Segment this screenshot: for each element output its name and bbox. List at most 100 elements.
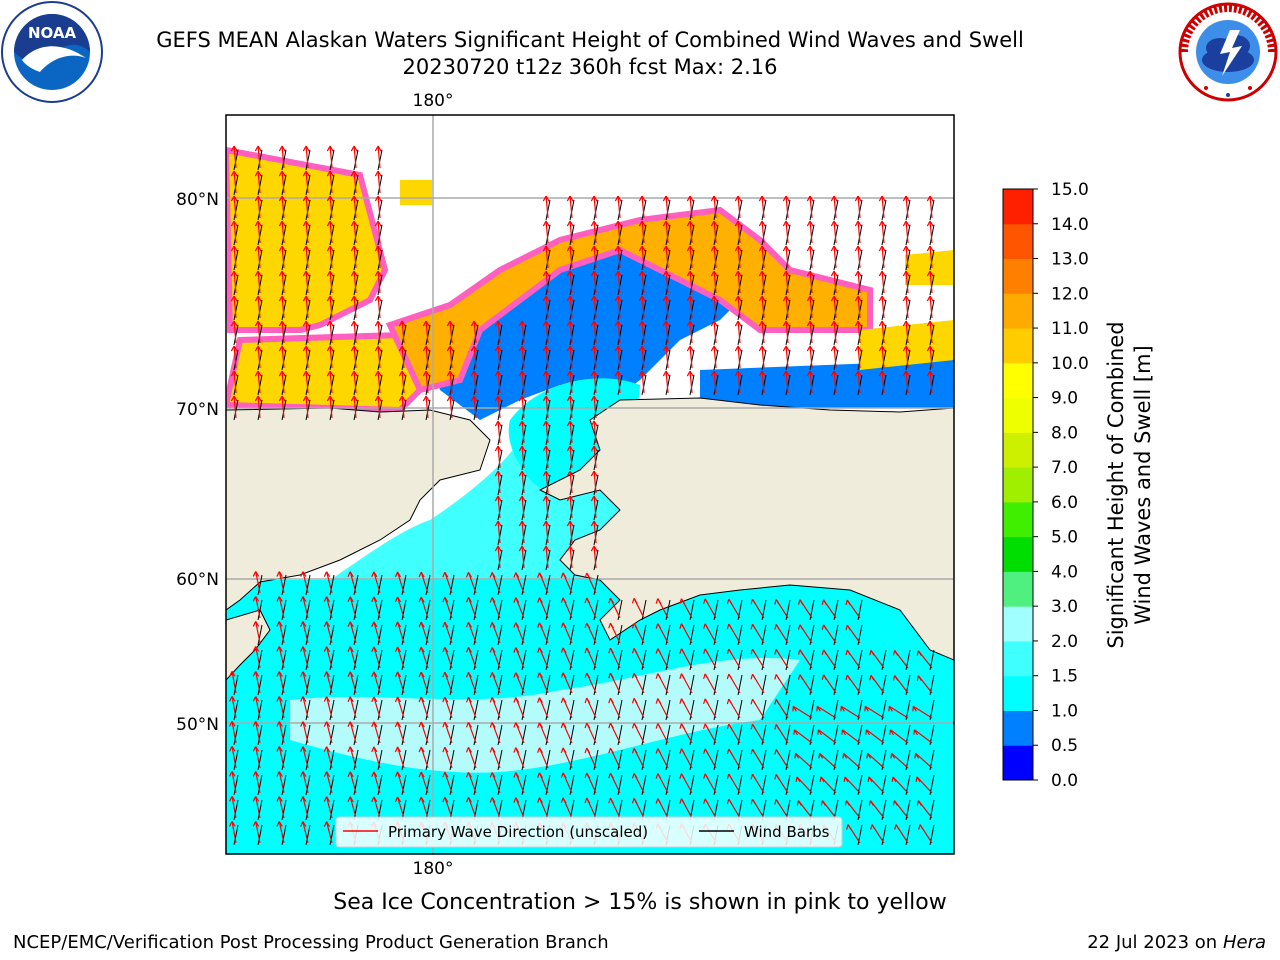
wave-arrow [326, 796, 333, 819]
wave-arrowhead [726, 648, 733, 655]
wave-arrowhead [494, 320, 502, 327]
wave-arrowhead [566, 370, 574, 377]
wind-barb [641, 224, 647, 246]
wave-arrowhead [655, 748, 662, 754]
wave-arrow [329, 371, 333, 394]
wave-arrowhead [608, 647, 614, 654]
wave-arrow [305, 246, 309, 269]
wave-arrow [255, 596, 261, 619]
wave-arrow [881, 196, 885, 219]
wave-arrowhead [796, 800, 802, 806]
wave-arrow [593, 271, 597, 294]
wave-arrow [255, 646, 261, 669]
colorbar-tick-label: 9.0 [1051, 389, 1078, 409]
wave-arrow [569, 546, 573, 569]
wind-barb [473, 624, 479, 646]
wind-barb [929, 324, 935, 346]
wave-arrowhead [394, 621, 402, 628]
wave-arrowhead [560, 572, 567, 579]
wave-arrow [377, 321, 381, 344]
wave-arrowhead [830, 345, 838, 352]
wave-arrowhead [276, 671, 283, 677]
wave-arrowhead [750, 773, 757, 780]
wave-arrowhead [418, 571, 425, 578]
wind-barb [593, 574, 599, 596]
wind-barb [617, 749, 623, 771]
wave-arrowhead [662, 270, 670, 277]
wind-barb [305, 574, 311, 596]
wave-arrow [497, 421, 501, 444]
wave-arrowhead [758, 370, 766, 377]
wave-arrow [641, 271, 645, 294]
wave-arrowhead [302, 395, 310, 402]
wave-arrowhead [912, 706, 917, 712]
wave-arrowhead [230, 145, 238, 152]
wave-arrow [833, 221, 837, 244]
wind-barb [233, 724, 239, 746]
wave-arrowhead [326, 270, 334, 277]
wave-arrowhead [703, 598, 709, 605]
wind-barb [929, 274, 935, 296]
colorbar-swatch [1003, 606, 1033, 642]
wave-arrow [278, 646, 285, 669]
wave-arrowhead [614, 370, 622, 377]
wind-barb [593, 749, 599, 771]
wave-arrowhead [518, 520, 526, 527]
wave-arrow [233, 221, 237, 244]
wave-arrowhead [350, 145, 358, 152]
wind-barb [257, 774, 263, 796]
wind-barb [281, 824, 287, 846]
wave-arrowhead [518, 420, 526, 427]
wind-barb [761, 349, 767, 371]
wave-arrowhead [542, 495, 550, 502]
wave-arrowhead [584, 697, 591, 704]
wave-arrowhead [734, 195, 742, 202]
wind-barb [545, 299, 551, 321]
wave-arrow [278, 721, 285, 744]
wave-arrow [905, 296, 909, 319]
wind-barb [257, 349, 263, 371]
wind-barb [305, 774, 311, 796]
wave-arrowhead [230, 370, 238, 377]
wind-barb [281, 724, 287, 746]
wind-barb [545, 624, 551, 646]
wind-barb [473, 724, 479, 746]
wave-arrowhead [638, 320, 646, 327]
wave-arrowhead [323, 821, 331, 827]
wind-barb [689, 299, 695, 321]
wind-barb [281, 574, 287, 596]
wave-arrowhead [782, 245, 790, 252]
wave-arrowhead [300, 596, 307, 602]
wave-arrow [305, 346, 309, 369]
wave-arrow [617, 296, 621, 319]
wave-arrow [401, 396, 405, 419]
wind-barb [257, 174, 263, 196]
wind-barb [713, 349, 719, 371]
wind-barb [857, 224, 863, 246]
wave-arrowhead [254, 195, 262, 202]
wind-barb [569, 699, 575, 721]
wave-arrow [444, 697, 453, 719]
wave-arrowhead [806, 295, 814, 302]
wave-arrow [713, 321, 717, 344]
wind-barb [449, 349, 455, 371]
wave-arrow [233, 296, 237, 319]
wind-barb [473, 374, 479, 396]
wave-arrow [257, 271, 261, 294]
wind-barb [353, 574, 359, 596]
wave-arrow [929, 296, 933, 319]
wind-barb [593, 699, 599, 721]
wave-arrowhead [230, 245, 238, 252]
wave-arrow [326, 646, 333, 669]
wave-arrowhead [494, 445, 502, 452]
wave-arrowhead [710, 295, 718, 302]
wave-arrowhead [518, 495, 526, 502]
wave-arrowhead [806, 220, 814, 227]
wave-arrowhead [278, 145, 286, 152]
wind-barb [689, 349, 695, 371]
wave-arrowhead [537, 797, 543, 804]
wave-arrowhead [302, 320, 310, 327]
wave-arrowhead [703, 698, 709, 705]
wave-arrowhead [418, 696, 425, 703]
wave-arrowhead [326, 220, 334, 227]
